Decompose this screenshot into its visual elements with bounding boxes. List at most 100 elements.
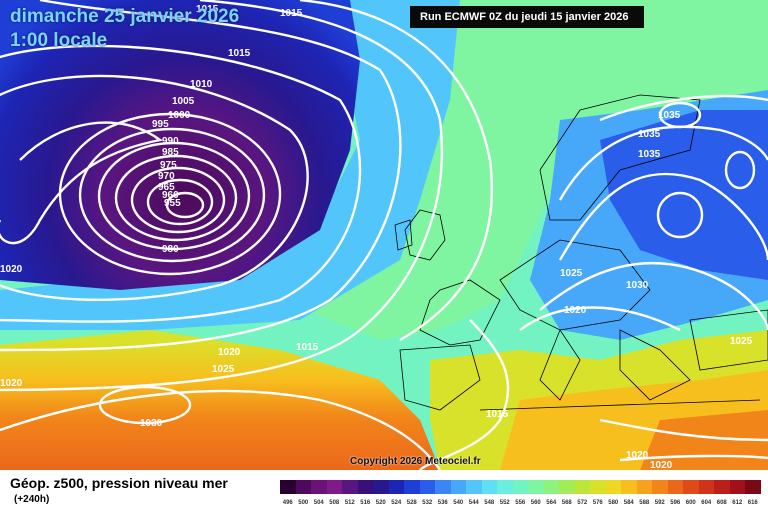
colorbar-cell xyxy=(481,480,497,494)
colorbar-tick-label: 504 xyxy=(313,500,324,506)
colorbar-cell xyxy=(729,480,745,494)
forecast-time-block: dimanche 25 janvier 2026 1:00 locale xyxy=(10,6,239,52)
colorbar-cell xyxy=(636,480,652,494)
colorbar-cell xyxy=(543,480,559,494)
copyright: Copyright 2026 Meteociel.fr xyxy=(350,456,481,467)
colorbar-tick-label: 576 xyxy=(592,500,603,506)
colorbar-tick-label: 516 xyxy=(360,500,371,506)
colorbar-tick-label: 536 xyxy=(437,500,448,506)
colorbar-cell xyxy=(342,480,358,494)
colorbar-tick-label: 520 xyxy=(375,500,386,506)
isobar-label: 995 xyxy=(152,119,169,130)
isobar-label: 1000 xyxy=(168,110,191,121)
isobar-label: 1020 xyxy=(0,378,23,389)
isobar-label: 1035 xyxy=(658,110,681,121)
colorbar-tick-label: 600 xyxy=(685,500,696,506)
colorbar-cell xyxy=(559,480,575,494)
isobar-label: 1015 xyxy=(196,4,219,15)
colorbar-tick-label: 572 xyxy=(577,500,588,506)
weather-map: 1015 1015 1015 1010 1005 1000 995 990 98… xyxy=(0,0,768,470)
colorbar-cell xyxy=(295,480,311,494)
legend-footer: Géop. z500, pression niveau mer (+240h) … xyxy=(0,470,768,512)
isobar-label: 1015 xyxy=(228,48,251,59)
isobar-label: 960 xyxy=(162,190,179,201)
field-blue-scandinavia xyxy=(600,110,768,280)
field-cyan-west xyxy=(0,0,460,330)
isobar-labels: 1015 1015 1015 1010 1005 1000 995 990 98… xyxy=(0,4,753,470)
isobar-label: 1010 xyxy=(190,79,213,90)
colorbar-cell xyxy=(466,480,482,494)
forecast-time: 1:00 locale xyxy=(10,30,108,51)
colorbar-tick-label: 532 xyxy=(422,500,433,506)
colorbar-tick-label: 552 xyxy=(499,500,510,506)
colorbar-cell xyxy=(404,480,420,494)
isobar-label: 1030 xyxy=(626,280,649,291)
model-run-label: Run ECMWF 0Z du jeudi 15 janvier 2026 xyxy=(410,6,644,28)
isobar-label: 985 xyxy=(162,147,179,158)
colorbar-tick-label: 512 xyxy=(344,500,355,506)
colorbar-tick-label: 568 xyxy=(561,500,572,506)
map-canvas: 1015 1015 1015 1010 1005 1000 995 990 98… xyxy=(0,0,768,470)
colorbar-cell xyxy=(280,480,296,494)
isobars xyxy=(0,0,768,470)
isobar-label: 1015 xyxy=(486,409,509,420)
colorbar-tick-label: 508 xyxy=(329,500,340,506)
colorbar-cell xyxy=(419,480,435,494)
colorbar-cell xyxy=(698,480,714,494)
isobar-label: 1035 xyxy=(638,149,661,160)
colorbar-tick-label: 596 xyxy=(670,500,681,506)
isobar-label: 970 xyxy=(158,171,175,182)
isobar-label: 1030 xyxy=(140,418,163,429)
colorbar-cell xyxy=(528,480,544,494)
colorbar-tick-label: 616 xyxy=(747,500,758,506)
colorbar-cell xyxy=(714,480,730,494)
field-warm-south xyxy=(0,330,440,470)
colorbar-cell xyxy=(497,480,513,494)
isobar-label: 1025 xyxy=(212,364,235,375)
colorbar-ticks: 496 500 504 508 512 516 520 524 528 532 536 540 544 5… xyxy=(280,500,761,506)
isobar-label: 1020 xyxy=(218,347,241,358)
colorbar-cell xyxy=(512,480,528,494)
isobar-label: 1020 xyxy=(626,450,649,461)
colorbar-tick-label: 592 xyxy=(654,500,665,506)
colorbar-tick-label: 612 xyxy=(732,500,743,506)
colorbar-tick-label: 608 xyxy=(716,500,727,506)
isobar-label: 1020 xyxy=(564,305,587,316)
forecast-date: dimanche 25 janvier 2026 xyxy=(10,6,240,27)
colorbar-tick-label: 564 xyxy=(546,500,557,506)
isobar-label: 1025 xyxy=(730,336,753,347)
colorbar-tick-label: 528 xyxy=(406,500,417,506)
colorbar-cell xyxy=(357,480,373,494)
colorbar-cell xyxy=(590,480,606,494)
field-green-band xyxy=(280,0,768,340)
colorbar-cell xyxy=(311,480,327,494)
colorbar-tick-label: 500 xyxy=(298,500,309,506)
colorbar-tick-label: 560 xyxy=(530,500,541,506)
colorbar-cell xyxy=(435,480,451,494)
isobar-label: 965 xyxy=(158,182,175,193)
colorbar-cell xyxy=(745,480,761,494)
colorbar-tick-label: 604 xyxy=(701,500,712,506)
colorbar-cell xyxy=(450,480,466,494)
colorbar-cell xyxy=(667,480,683,494)
isobar-label: 1005 xyxy=(172,96,195,107)
colorbar-cell xyxy=(605,480,621,494)
isobar-label: 955 xyxy=(164,198,181,209)
isobar-label: 1020 xyxy=(650,460,673,470)
colorbar-tick-label: 584 xyxy=(623,500,634,506)
colorbar-tick-label: 548 xyxy=(484,500,495,506)
colorbar-tick-label: 556 xyxy=(515,500,526,506)
colorbar-tick-label: 540 xyxy=(453,500,464,506)
colorbar-cell xyxy=(373,480,389,494)
legend-subtitle: (+240h) xyxy=(14,494,50,505)
legend-title: Géop. z500, pression niveau mer xyxy=(10,475,228,491)
isobar-label: 1025 xyxy=(560,268,583,279)
colorbar-tick-label: 524 xyxy=(391,500,402,506)
colorbar-tick-label: 496 xyxy=(282,500,293,506)
colorbar-cell xyxy=(388,480,404,494)
colorbar-tick-label: 588 xyxy=(639,500,650,506)
colorbar xyxy=(280,480,761,494)
isobar-label: 1015 xyxy=(296,342,319,353)
colorbar-tick-label: 544 xyxy=(468,500,479,506)
isobar-label: 1035 xyxy=(638,129,661,140)
